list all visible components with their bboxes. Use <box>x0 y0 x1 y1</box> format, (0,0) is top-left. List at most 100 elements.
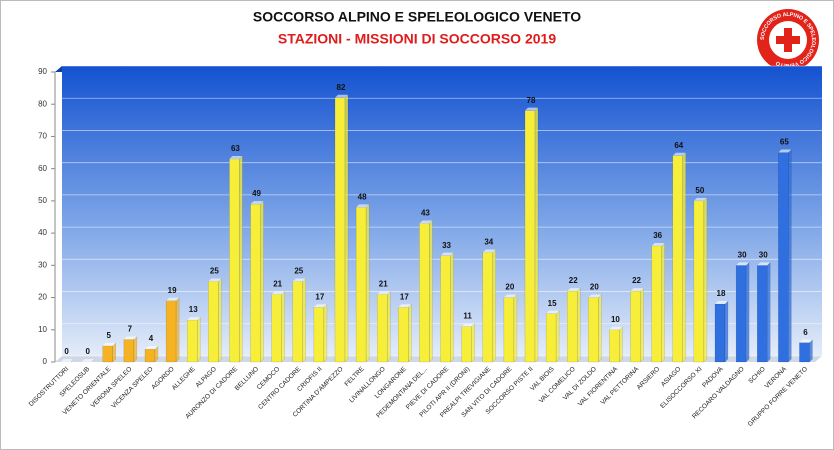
value-label: 18 <box>717 289 726 298</box>
bar <box>377 294 388 363</box>
bar-top <box>651 243 665 246</box>
bar-top <box>398 304 412 308</box>
value-label: 22 <box>569 276 578 285</box>
bar <box>292 281 303 363</box>
bar <box>524 110 536 363</box>
value-label: 21 <box>273 279 282 288</box>
bar <box>735 265 747 363</box>
bar-top <box>250 201 264 205</box>
value-label: 13 <box>189 305 198 314</box>
bar-side <box>682 152 686 363</box>
bar <box>714 303 726 363</box>
bar <box>672 155 683 363</box>
bar-top <box>229 156 243 159</box>
bar-side <box>450 252 454 363</box>
bar-top <box>461 323 475 327</box>
bar-side <box>408 303 412 363</box>
bar-top <box>503 294 517 298</box>
value-label: 17 <box>400 292 409 301</box>
value-label: 50 <box>695 186 704 195</box>
bar <box>102 345 113 363</box>
bar-top <box>102 342 116 346</box>
value-label: 4 <box>149 334 154 343</box>
value-label: 25 <box>210 267 219 276</box>
value-label: 0 <box>85 347 90 356</box>
bar <box>123 339 135 363</box>
bar-top <box>757 262 771 266</box>
bar-side <box>175 297 180 363</box>
value-label: 34 <box>484 238 493 247</box>
bar-side <box>112 342 116 363</box>
bar <box>355 207 367 363</box>
value-label: 11 <box>463 312 472 321</box>
bar <box>187 319 198 363</box>
bar-side <box>577 287 581 363</box>
value-label: 0 <box>64 347 69 356</box>
bar-top <box>335 94 348 98</box>
bar-side <box>640 287 644 363</box>
bar <box>440 255 451 363</box>
bar <box>482 252 493 363</box>
value-label: 30 <box>738 250 747 259</box>
y-tick-label: 40 <box>38 228 47 237</box>
value-label: 15 <box>548 299 557 308</box>
bar-side <box>598 294 602 363</box>
bar-side <box>302 277 306 363</box>
y-tick-label: 90 <box>38 67 47 76</box>
value-label: 65 <box>780 138 789 147</box>
bar-side <box>471 323 475 363</box>
y-tick-label: 20 <box>38 293 47 302</box>
bar-side <box>260 200 264 363</box>
bar-side <box>365 203 370 363</box>
bar-top <box>778 149 792 153</box>
value-label: 78 <box>527 96 536 105</box>
bar <box>271 294 282 363</box>
bar-side <box>218 277 222 363</box>
y-tick-label: 10 <box>38 325 47 334</box>
floor <box>55 356 822 362</box>
y-tick-label: 30 <box>38 260 47 269</box>
bar <box>588 297 599 363</box>
bar-side <box>534 107 539 363</box>
y-tick-label: 80 <box>38 99 47 108</box>
y-tick-label: 0 <box>43 357 48 366</box>
value-label: 5 <box>107 331 112 340</box>
bar-side <box>323 303 328 363</box>
bar <box>778 152 789 363</box>
bar-top <box>313 304 327 308</box>
bar-side <box>724 300 729 363</box>
bar-side <box>239 155 243 363</box>
bar-side <box>281 290 285 363</box>
value-label: 10 <box>611 315 620 324</box>
value-label: 36 <box>653 231 662 240</box>
bar-top <box>715 301 728 304</box>
bar-top <box>356 204 370 208</box>
bar <box>757 265 768 363</box>
bar <box>144 348 156 363</box>
bar-top <box>208 278 222 282</box>
bar-top <box>377 291 391 295</box>
chart-subtitle: STAZIONI - MISSIONI DI SOCCORSO 2019 <box>278 31 556 47</box>
bar-side <box>197 316 201 363</box>
bar <box>567 290 578 363</box>
bar-top <box>567 288 581 292</box>
bar <box>313 307 325 363</box>
bar-top <box>546 310 560 314</box>
bar-side <box>703 197 708 363</box>
bar-side <box>809 339 813 363</box>
y-tick-label: 50 <box>38 196 47 205</box>
bar-top <box>187 317 201 321</box>
bar-top <box>292 278 306 282</box>
bar <box>693 200 705 363</box>
bar-top <box>588 294 602 298</box>
bar-top <box>672 152 686 156</box>
bar-top <box>799 339 813 343</box>
bar-top <box>60 359 74 362</box>
value-label: 20 <box>505 283 514 292</box>
bar <box>651 245 662 363</box>
bar-top <box>525 107 538 111</box>
bar-side <box>513 294 518 363</box>
bar-side <box>492 248 496 363</box>
bar-side <box>661 242 665 363</box>
